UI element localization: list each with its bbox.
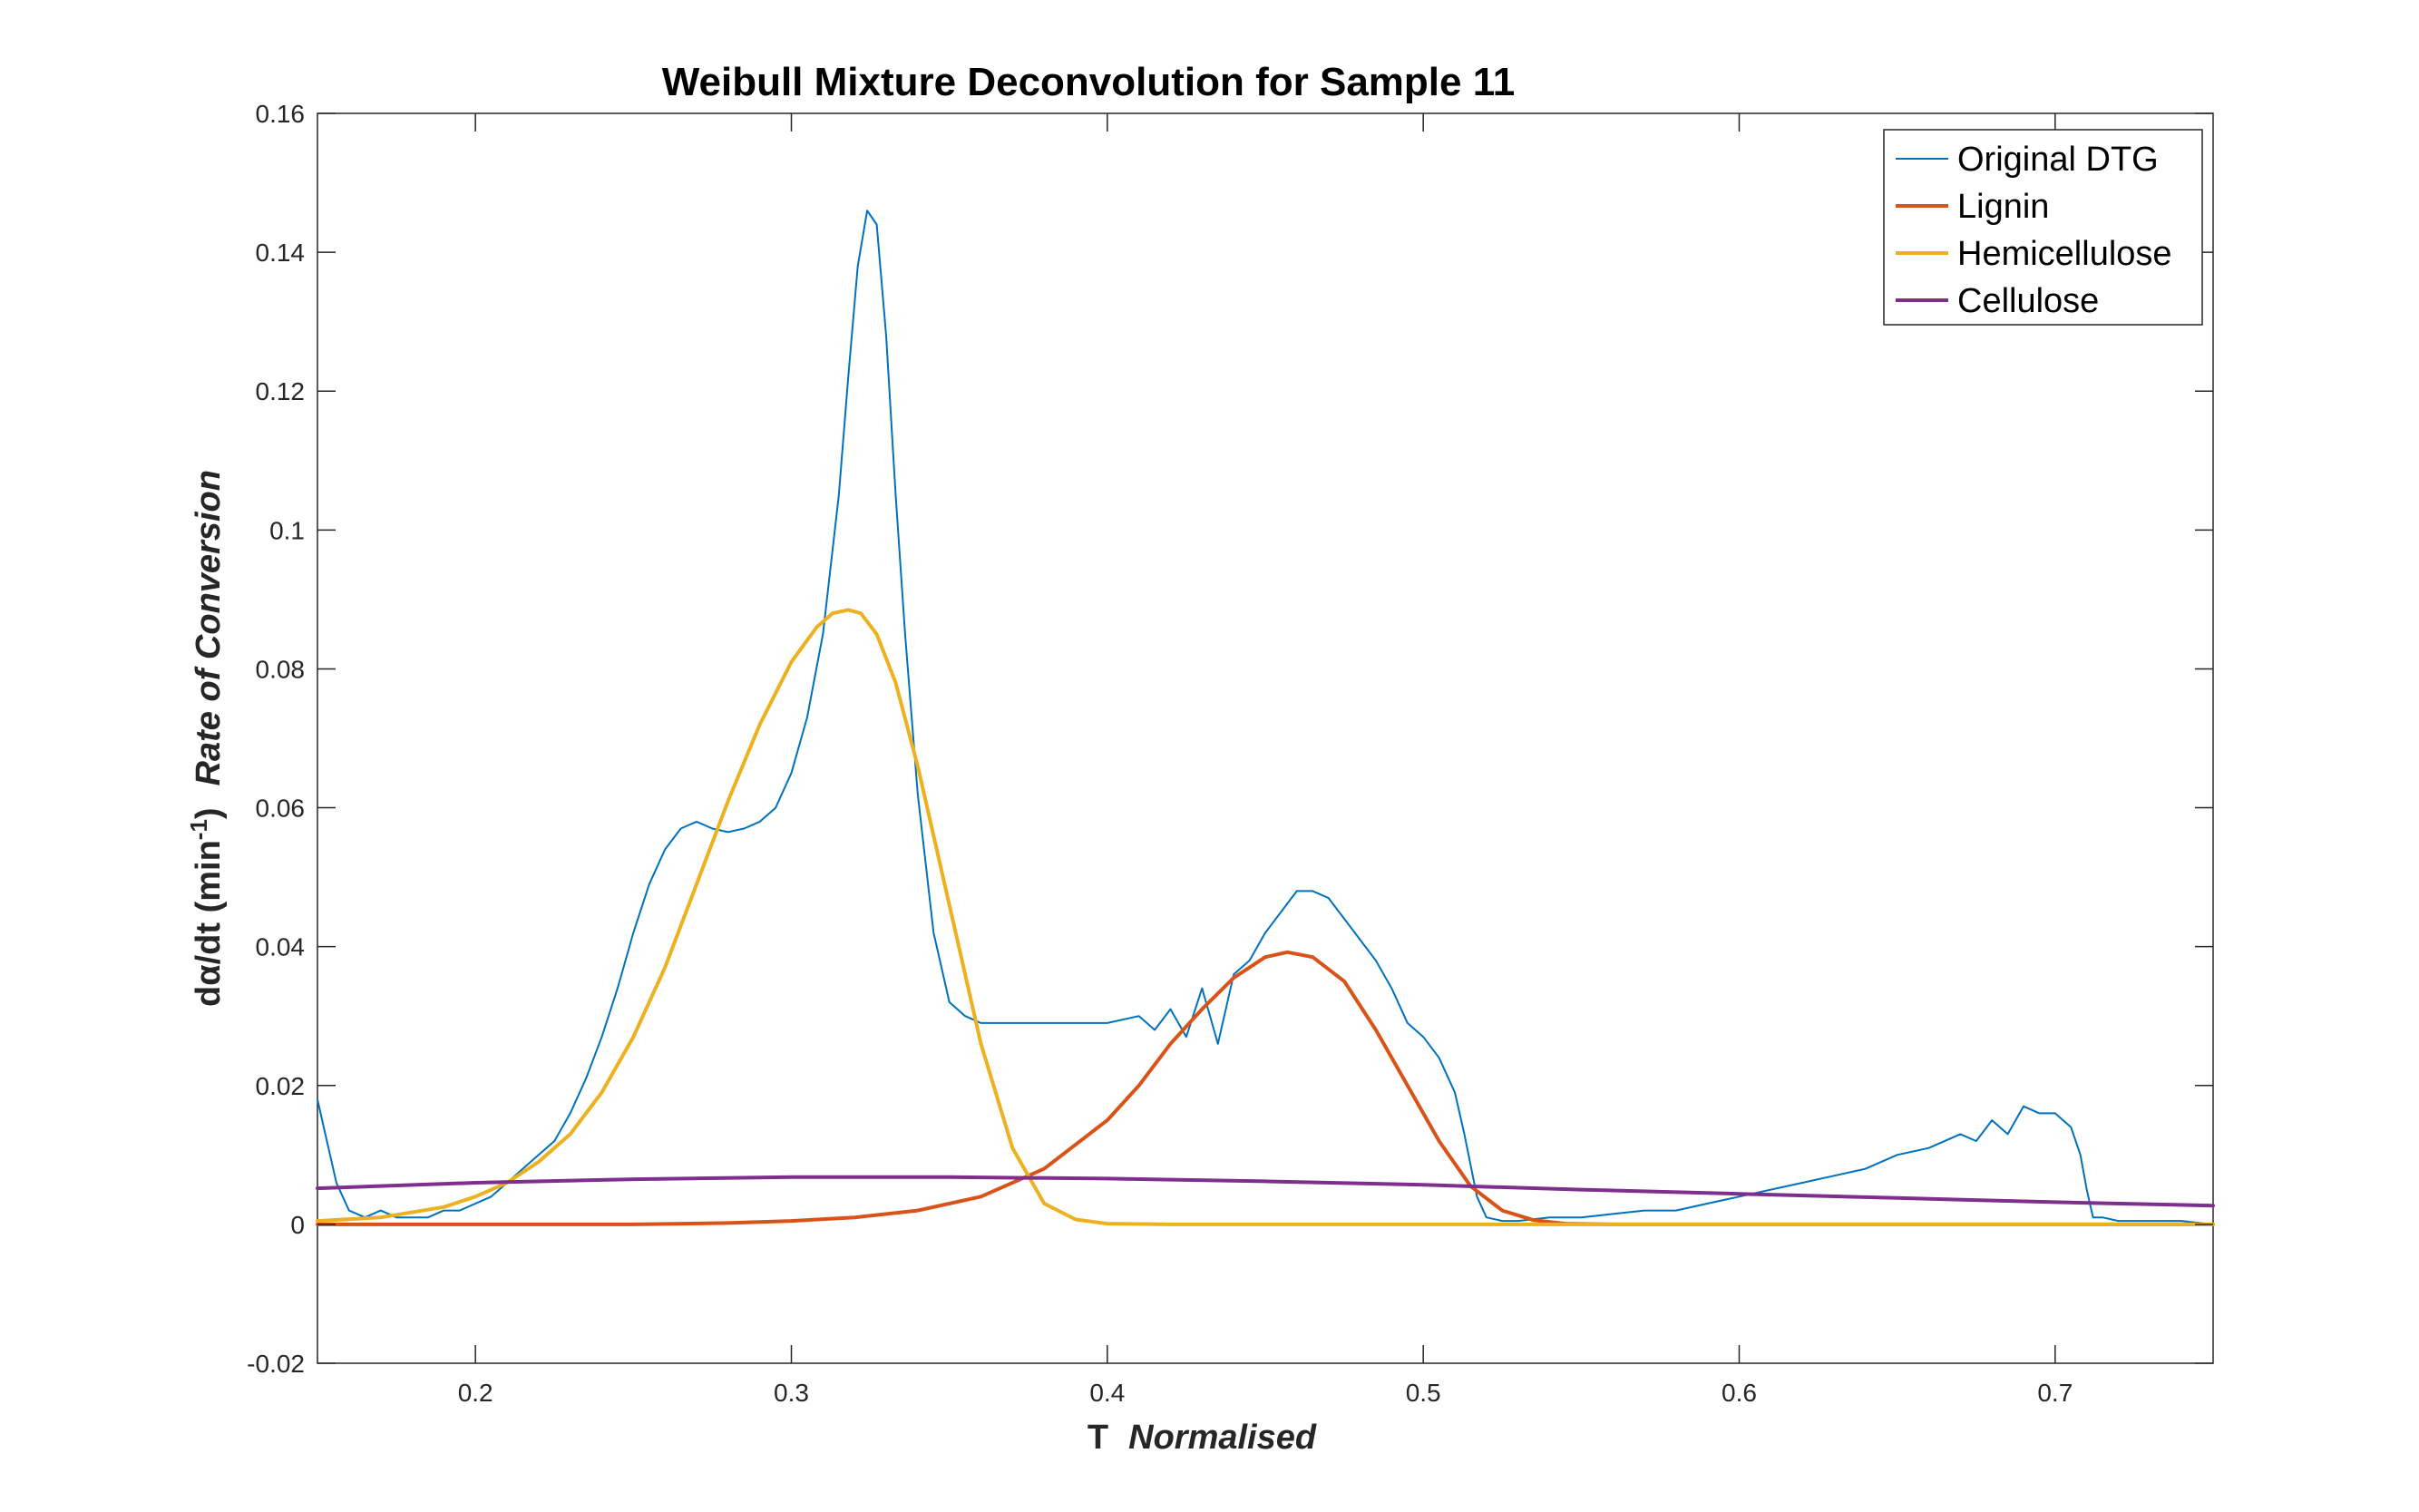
x-tick-label: 0.7 bbox=[2037, 1379, 2073, 1407]
series-line-0 bbox=[317, 210, 2214, 1225]
series-layer bbox=[316, 210, 2215, 1226]
y-axis-label-main: dα/dt (min bbox=[190, 840, 228, 1007]
y-axis-label-italic: Rate of Conversion bbox=[190, 470, 228, 785]
legend-entries: Original DTG Lignin Hemicellulose Cellulose bbox=[1896, 141, 2172, 320]
legend-label-2: Hemicellulose bbox=[1957, 235, 2172, 273]
series-line-3 bbox=[316, 1175, 2215, 1208]
ticks-layer: 0.2 0.3 0.4 0.5 0.6 0.7 -0.02 0 0.02 0.04 0.06 0.08… bbox=[247, 100, 2213, 1407]
y-tick-label: 0.12 bbox=[256, 377, 306, 405]
y-axis-label-close: ) bbox=[190, 807, 228, 819]
x-axis-label: T Normalised bbox=[1088, 1419, 1317, 1457]
x-tick-label: 0.6 bbox=[1722, 1379, 1757, 1407]
y-axis-label-sup: -1 bbox=[185, 819, 212, 840]
y-axis-label: dα/dt (min-1) Rate of Conversion bbox=[185, 470, 228, 1007]
legend-label-1: Lignin bbox=[1957, 188, 2049, 226]
legend-box bbox=[1883, 129, 2203, 326]
x-tick-label: 0.4 bbox=[1089, 1379, 1125, 1407]
y-tick-label: 0.16 bbox=[256, 100, 306, 128]
legend: Original DTG Lignin Hemicellulose Cellulose bbox=[1883, 129, 2203, 326]
y-tick-label: 0.14 bbox=[256, 239, 306, 267]
y-tick-label: 0.04 bbox=[256, 933, 306, 961]
y-tick-label: -0.02 bbox=[247, 1350, 305, 1378]
x-axis-label-italic: Normalised bbox=[1128, 1419, 1317, 1457]
legend-label-3: Cellulose bbox=[1957, 282, 2099, 320]
x-tick-label: 0.3 bbox=[774, 1379, 809, 1407]
y-tick-label: 0.08 bbox=[256, 655, 306, 683]
legend-label-0: Original DTG bbox=[1957, 141, 2159, 179]
x-axis-label-main: T bbox=[1088, 1419, 1108, 1457]
y-tick-label: 0 bbox=[290, 1211, 305, 1239]
x-tick-label: 0.5 bbox=[1406, 1379, 1441, 1407]
series-line-1 bbox=[316, 950, 2215, 1226]
series-line-2 bbox=[316, 608, 2215, 1226]
x-tick-label: 0.2 bbox=[458, 1379, 493, 1407]
y-tick-label: 0.06 bbox=[256, 795, 306, 823]
chart-title: Weibull Mixture Deconvolution for Sample… bbox=[662, 60, 1515, 104]
y-tick-label: 0.02 bbox=[256, 1072, 306, 1100]
y-tick-label: 0.1 bbox=[269, 516, 305, 544]
